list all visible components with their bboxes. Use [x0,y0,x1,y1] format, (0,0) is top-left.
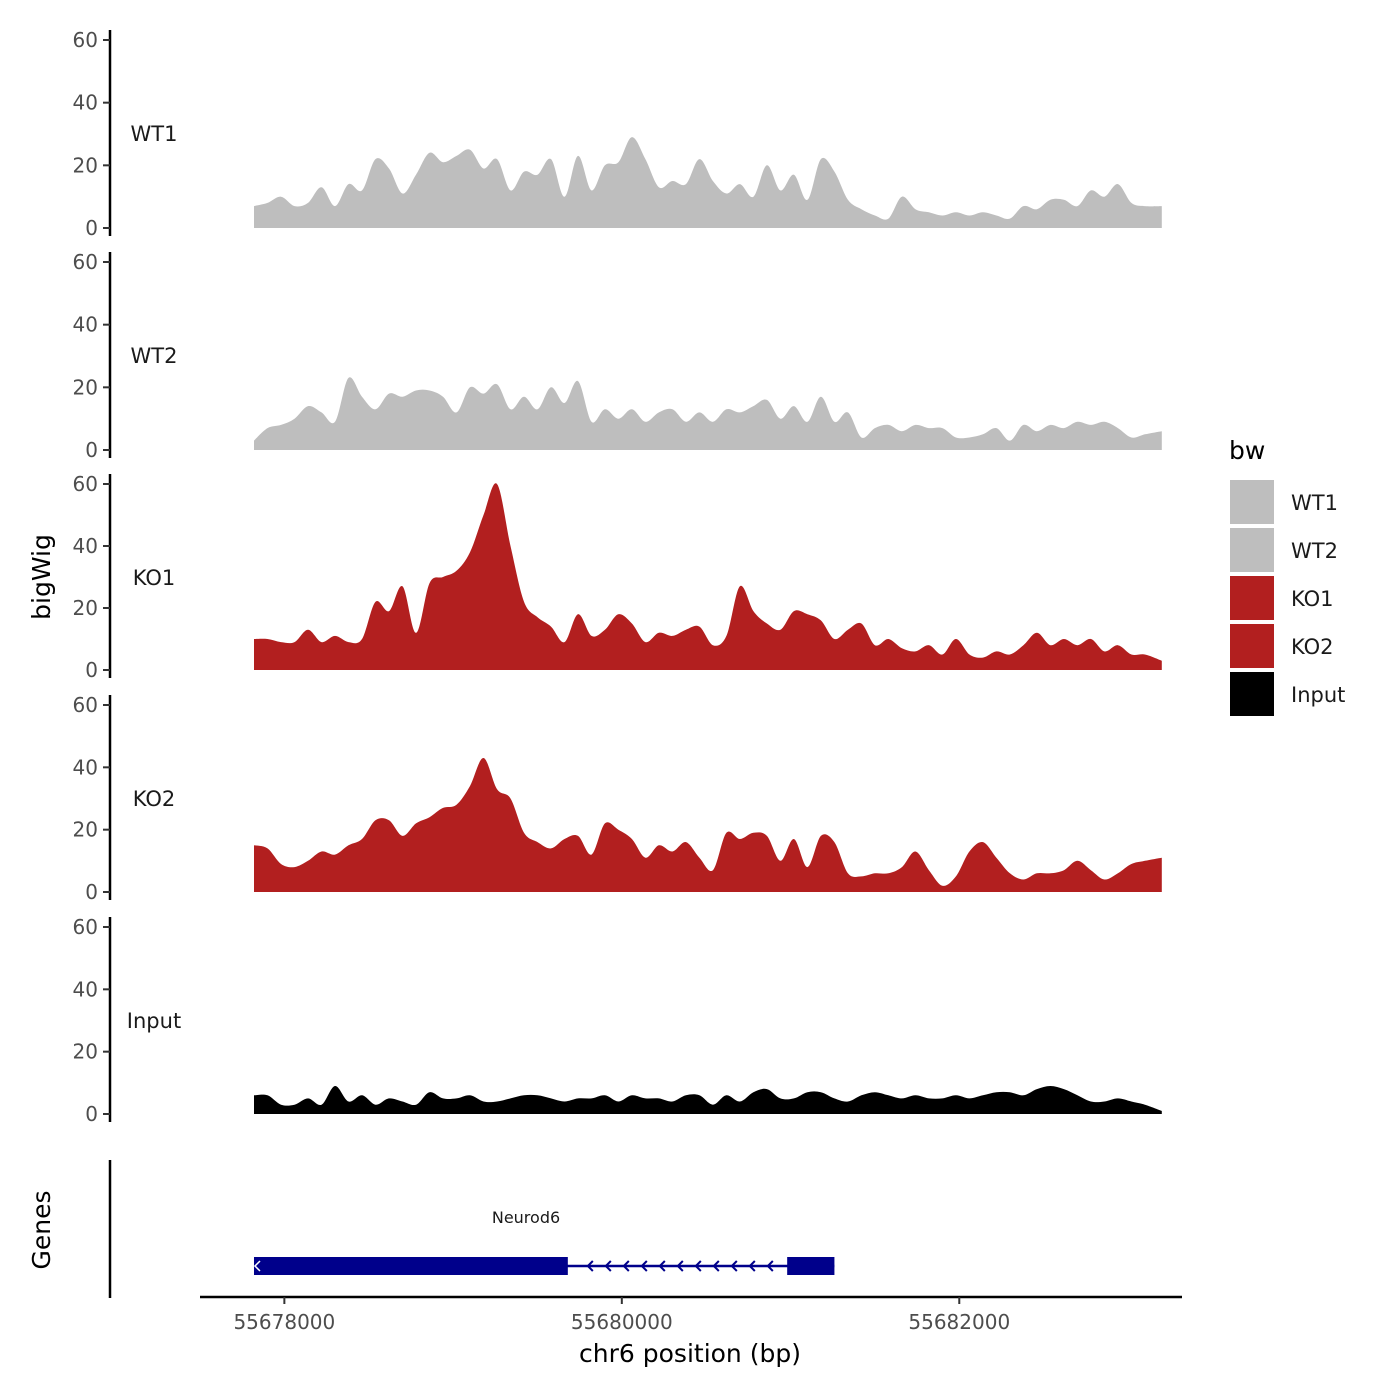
genes-panel-title: Genes [27,1190,56,1269]
x-tick-label: 55682000 [908,1310,1010,1334]
legend-swatch-input [1230,672,1274,716]
strand-arrow [253,1260,261,1272]
legend-swatch-ko1 [1230,576,1274,620]
strand-arrow [694,1260,702,1272]
legend-swatch-wt2 [1230,528,1274,572]
strand-arrow [604,1260,612,1272]
legend-label-ko2: KO2 [1291,635,1334,659]
strand-arrow [658,1260,666,1272]
area-wt1 [254,137,1162,228]
strand-arrow [640,1260,648,1272]
strand-arrow [730,1260,738,1272]
x-tick-label: 55680000 [571,1310,673,1334]
y-tick-label: 60 [73,250,98,274]
strand-arrow [712,1260,720,1272]
track-wt2: 0 20 40 60 WT2 [73,250,1162,462]
legend-label-wt2: WT2 [1291,539,1338,563]
y-axis-title: bigWig [27,534,56,620]
legend-label-wt1: WT1 [1291,491,1338,515]
track-ko1: 0 20 40 60 KO1 [73,472,1162,682]
gene-exon [787,1257,835,1275]
track-label-wt2: WT2 [131,344,178,368]
track-label-input: Input [127,1009,181,1033]
track-label-ko1: KO1 [133,566,176,590]
x-tick-label: 55678000 [233,1310,335,1334]
legend-label-ko1: KO1 [1291,587,1334,611]
gene-name-label: Neurod6 [492,1208,560,1227]
strand-arrow [748,1260,756,1272]
legend: bw WT1 WT2 KO1 KO2 Input [1229,436,1345,716]
y-tick-label: 40 [73,91,98,115]
track-label-wt1: WT1 [131,122,178,146]
strand-arrow [586,1260,594,1272]
strand-arrow [766,1260,774,1272]
legend-title: bw [1229,436,1265,465]
legend-swatch-ko2 [1230,624,1274,668]
area-input [254,1085,1162,1114]
area-wt2 [254,377,1162,450]
strand-arrow [676,1260,684,1272]
area-ko1 [254,483,1162,670]
y-tick-label: 20 [73,818,98,842]
track-input: 0 20 40 60 Input [73,915,1162,1126]
area-ko2 [254,757,1162,892]
track-ko2: 0 20 40 60 KO2 [73,693,1162,904]
y-tick-label: 20 [73,153,98,177]
y-tick-label: 0 [85,438,98,462]
y-tick-label: 60 [73,693,98,717]
tracks-group: 0 20 40 60 WT1 0 20 40 60 WT2 0 20 40 60 KO1 0 20 40 60 KO2… [73,28,1162,1126]
y-tick-label: 20 [73,375,98,399]
strand-arrow [622,1260,630,1272]
y-tick-label: 0 [85,1102,98,1126]
legend-swatch-wt1 [1230,480,1274,524]
x-axis: 55678000 55680000 55682000 [200,1295,1182,1334]
track-label-ko2: KO2 [133,787,176,811]
y-tick-label: 60 [73,472,98,496]
y-tick-label: 0 [85,658,98,682]
y-tick-label: 20 [73,596,98,620]
y-tick-label: 60 [73,28,98,52]
gene-exon [253,1257,568,1275]
y-tick-label: 40 [73,755,98,779]
y-tick-label: 40 [73,977,98,1001]
legend-label-input: Input [1291,683,1345,707]
y-tick-label: 40 [73,313,98,337]
x-axis-title: chr6 position (bp) [579,1339,801,1368]
y-tick-label: 0 [85,216,98,240]
y-tick-label: 40 [73,534,98,558]
gene-panel: Neurod6 [108,1160,835,1298]
y-tick-label: 0 [85,880,98,904]
track-wt1: 0 20 40 60 WT1 [73,28,1162,240]
y-tick-label: 60 [73,915,98,939]
y-tick-label: 20 [73,1040,98,1064]
